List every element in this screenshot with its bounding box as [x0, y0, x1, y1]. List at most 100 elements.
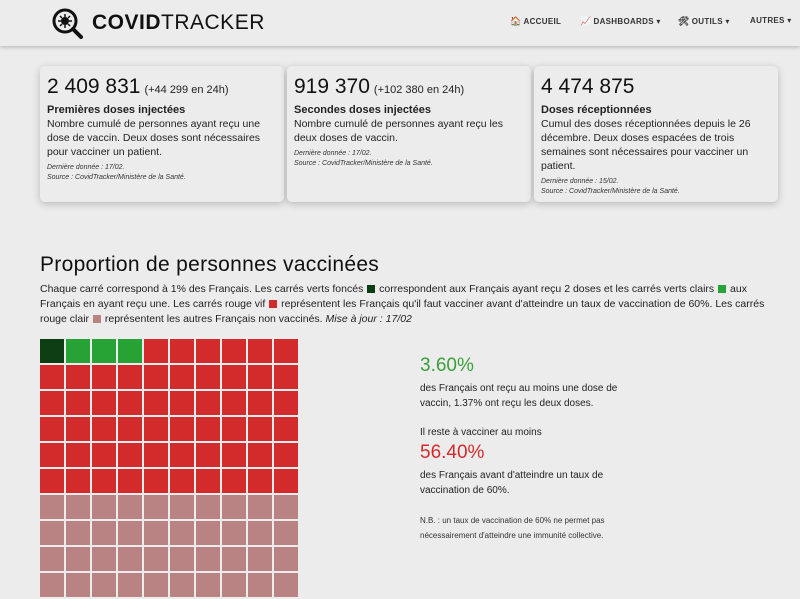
pct-to-vaccinate-text: des Français avant d'atteindre un taux d… — [420, 470, 604, 496]
immunity-note: N.B. : un taux de vaccination de 60% ne … — [420, 516, 605, 540]
waffle-cell-red — [196, 417, 220, 441]
waffle-cell-red — [92, 469, 116, 493]
waffle-cell-red — [248, 391, 272, 415]
chart-icon: 📈 — [580, 16, 592, 26]
waffle-cell-red — [66, 443, 90, 467]
waffle-cell-pink — [274, 547, 298, 571]
waffle-cell-pink — [170, 547, 194, 571]
waffle-cell-red — [222, 469, 246, 493]
waffle-cell-red — [222, 339, 246, 363]
first-doses-value: 2 409 831 — [47, 75, 141, 98]
brand-logo[interactable]: COVIDTRACKER — [92, 11, 265, 34]
waffle-cell-red — [222, 443, 246, 467]
waffle-cell-red — [196, 391, 220, 415]
waffle-cell-red — [66, 417, 90, 441]
vaccination-waffle-grid — [40, 339, 300, 599]
waffle-cell-pink — [92, 573, 116, 597]
waffle-cell-red — [248, 365, 272, 389]
waffle-cell-pink — [40, 521, 64, 545]
waffle-cell-pink — [66, 547, 90, 571]
waffle-cell-pink — [66, 521, 90, 545]
card-meta: Dernière donnée : 17/02. Source : CovidTr… — [294, 150, 433, 167]
card-meta: Dernière donnée : 15/02. Source : CovidTr… — [541, 178, 680, 195]
pct-one-dose-text: des Français ont reçu au moins une dose … — [420, 383, 618, 409]
waffle-cell-pink — [248, 521, 272, 545]
second-doses-delta: (+102 380 en 24h) — [373, 84, 465, 96]
waffle-cell-light — [118, 339, 142, 363]
waffle-cell-pink — [196, 547, 220, 571]
waffle-cell-red — [274, 365, 298, 389]
waffle-cell-light — [92, 339, 116, 363]
waffle-cell-red — [248, 339, 272, 363]
waffle-cell-pink — [196, 573, 220, 597]
waffle-cell-red — [144, 365, 168, 389]
waffle-cell-pink — [144, 573, 168, 597]
navbar: COVIDTRACKER 🏠 ACCUEIL 📈 DASHBOARDS ▾ 🛠 OUT… — [0, 0, 800, 46]
waffle-cell-red — [118, 469, 142, 493]
tools-icon: 🛠 — [678, 16, 690, 26]
waffle-cell-red — [274, 417, 298, 441]
waffle-cell-red — [196, 339, 220, 363]
waffle-cell-pink — [248, 547, 272, 571]
card-doses-received: 4 474 875 Doses réceptionnées Cumul des … — [534, 66, 778, 202]
card-second-doses: 919 370 (+102 380 en 24h) Secondes doses … — [287, 66, 531, 202]
waffle-cell-pink — [274, 495, 298, 519]
waffle-cell-pink — [92, 495, 116, 519]
waffle-cell-red — [222, 417, 246, 441]
waffle-cell-red — [92, 365, 116, 389]
waffle-cell-red — [66, 469, 90, 493]
waffle-cell-red — [92, 417, 116, 441]
waffle-cell-red — [40, 443, 64, 467]
caret-down-icon: ▾ — [787, 16, 792, 25]
waffle-cell-red — [144, 417, 168, 441]
nav-outils[interactable]: 🛠 OUTILS ▾ — [678, 16, 730, 26]
caret-down-icon: ▾ — [725, 17, 730, 26]
waffle-cell-red — [92, 391, 116, 415]
waffle-cell-red — [196, 443, 220, 467]
waffle-cell-pink — [222, 521, 246, 545]
waffle-cell-red — [170, 443, 194, 467]
waffle-cell-dark — [40, 339, 64, 363]
waffle-cell-pink — [144, 547, 168, 571]
waffle-cell-red — [118, 391, 142, 415]
waffle-cell-red — [248, 469, 272, 493]
waffle-cell-pink — [170, 573, 194, 597]
waffle-cell-pink — [92, 547, 116, 571]
waffle-cell-pink — [222, 573, 246, 597]
waffle-cell-pink — [118, 495, 142, 519]
nav-dashboards[interactable]: 📈 DASHBOARDS ▾ — [580, 16, 661, 26]
doses-received-value: 4 474 875 — [541, 75, 635, 98]
waffle-cell-pink — [274, 521, 298, 545]
light-red-square-icon — [92, 315, 101, 323]
remaining-label: Il reste à vacciner au moins — [420, 427, 542, 438]
waffle-cell-pink — [144, 495, 168, 519]
waffle-cell-pink — [40, 573, 64, 597]
waffle-cell-red — [274, 443, 298, 467]
waffle-cell-red — [170, 469, 194, 493]
second-doses-value: 919 370 — [294, 75, 370, 98]
waffle-cell-red — [170, 417, 194, 441]
light-green-square-icon — [718, 285, 727, 293]
waffle-cell-red — [144, 443, 168, 467]
waffle-cell-red — [170, 339, 194, 363]
first-doses-delta: (+44 299 en 24h) — [144, 84, 229, 96]
card-description: Nombre cumulé de personnes ayant reçu le… — [294, 118, 503, 144]
waffle-cell-red — [274, 469, 298, 493]
nav-accueil[interactable]: 🏠 ACCUEIL — [510, 16, 562, 26]
waffle-cell-red — [248, 443, 272, 467]
waffle-cell-pink — [170, 495, 194, 519]
waffle-cell-pink — [248, 495, 272, 519]
waffle-cell-red — [144, 339, 168, 363]
waffle-cell-pink — [118, 547, 142, 571]
nav-autres[interactable]: AUTRES ▾ — [750, 16, 792, 25]
waffle-cell-red — [170, 391, 194, 415]
waffle-cell-pink — [196, 495, 220, 519]
waffle-cell-pink — [196, 521, 220, 545]
waffle-cell-red — [222, 391, 246, 415]
waffle-cell-red — [248, 417, 272, 441]
waffle-cell-red — [66, 391, 90, 415]
card-title: Premières doses injectées — [47, 104, 186, 116]
virus-magnifier-icon[interactable] — [50, 6, 84, 40]
card-title: Doses réceptionnées — [541, 104, 652, 116]
waffle-cell-pink — [248, 573, 272, 597]
